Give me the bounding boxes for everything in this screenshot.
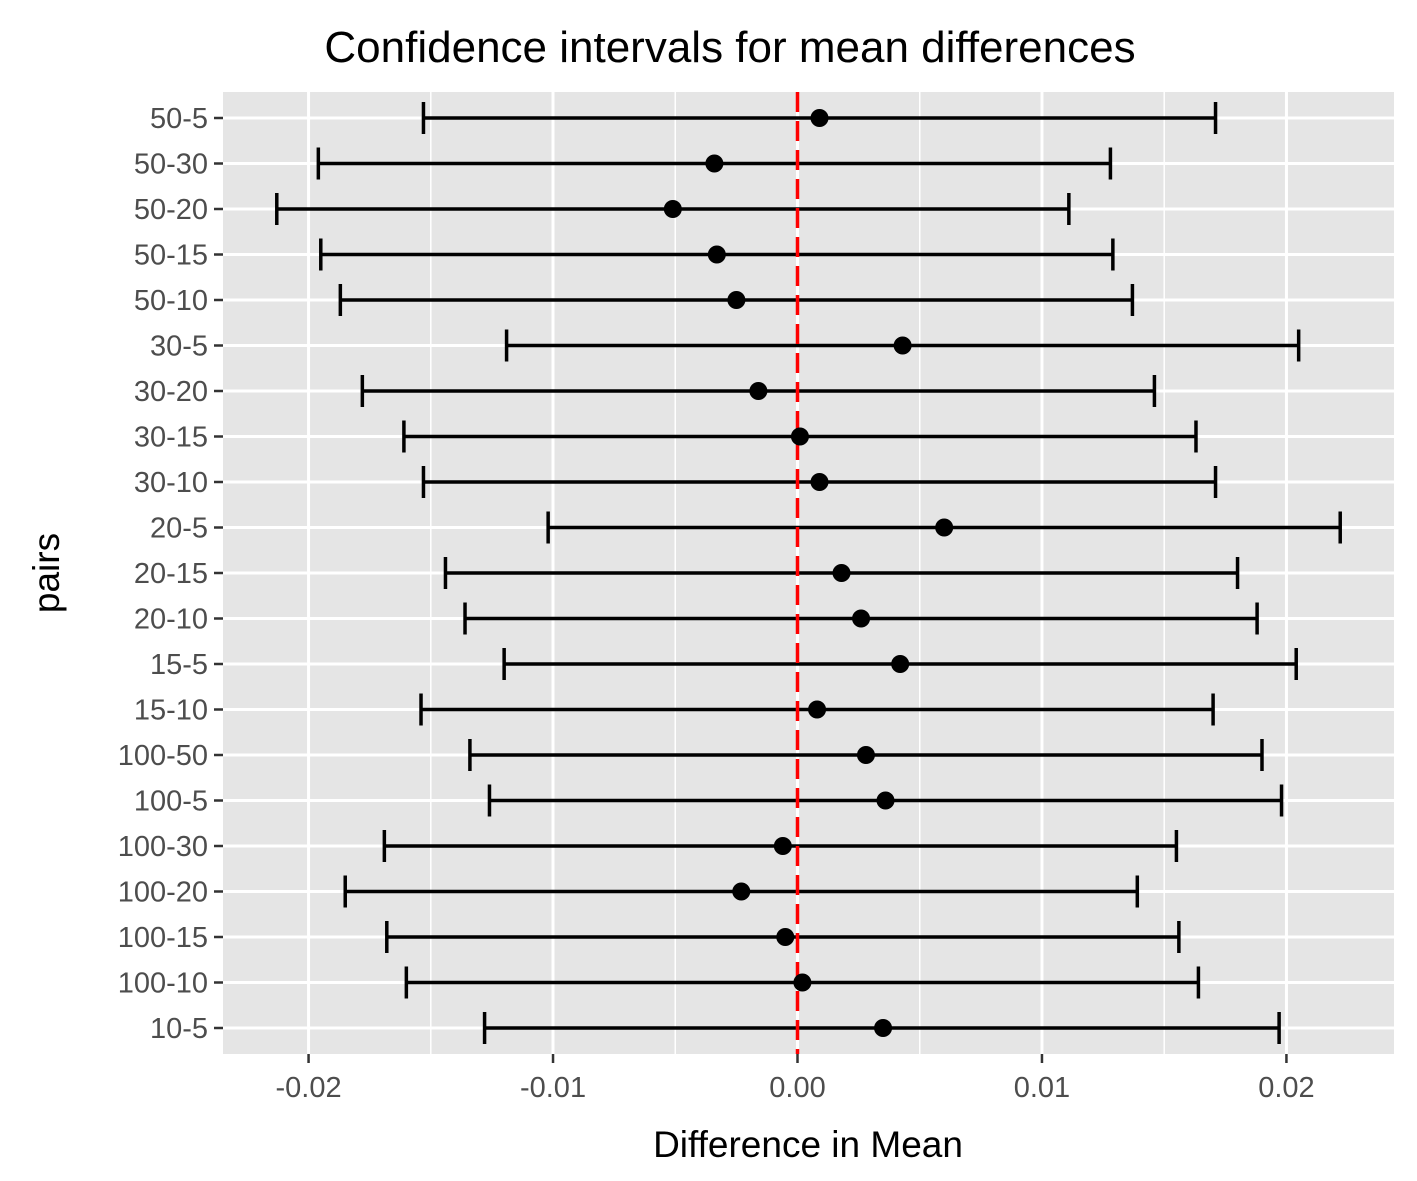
estimate-point <box>727 291 746 309</box>
x-tick-label: -0.01 <box>520 1072 586 1104</box>
y-tick-label: 50-30 <box>134 149 208 181</box>
y-tick-label: 50-5 <box>150 103 208 135</box>
y-tick-label: 20-10 <box>134 604 208 636</box>
estimate-point <box>808 700 827 719</box>
y-tick-label: 50-20 <box>134 194 208 226</box>
estimate-point <box>705 154 724 173</box>
y-tick-label: 20-15 <box>134 558 208 590</box>
estimate-point <box>793 973 812 992</box>
estimate-point <box>832 564 851 582</box>
estimate-point <box>776 928 795 946</box>
y-tick-label: 100-20 <box>118 877 208 909</box>
estimate-point <box>856 746 875 764</box>
estimate-point <box>773 837 792 855</box>
estimate-point <box>707 245 726 264</box>
x-tick-label: 0.00 <box>769 1072 825 1104</box>
y-tick-label: 50-15 <box>134 240 208 272</box>
estimate-point <box>732 882 751 901</box>
y-axis-title: pairs <box>26 533 67 613</box>
y-tick-label: 100-5 <box>134 786 208 818</box>
y-tick-label: 100-10 <box>118 968 208 1000</box>
x-axis-title: Difference in Mean <box>653 1124 963 1165</box>
y-tick-label: 10-5 <box>150 1013 208 1045</box>
y-tick-label: 20-5 <box>150 513 208 545</box>
estimate-point <box>935 518 954 537</box>
x-tick-label: 0.01 <box>1014 1072 1070 1104</box>
x-tick-label: 0.02 <box>1258 1072 1314 1104</box>
estimate-point <box>876 791 895 810</box>
chart-title: Confidence intervals for mean difference… <box>324 23 1135 72</box>
estimate-point <box>790 427 809 446</box>
estimate-point <box>891 655 910 673</box>
y-tick-label: 30-10 <box>134 467 208 499</box>
x-axis: -0.02 -0.01 0.00 0.01 0.02 <box>276 1054 1315 1104</box>
estimate-point <box>893 336 912 355</box>
y-tick-label: 50-10 <box>134 285 208 317</box>
y-tick-label: 100-15 <box>118 922 208 954</box>
estimate-point <box>810 473 829 491</box>
y-tick-label: 100-50 <box>118 740 208 772</box>
x-tick-label: -0.02 <box>276 1072 342 1104</box>
estimate-point <box>749 382 768 400</box>
y-tick-label: 30-15 <box>134 422 208 454</box>
y-tick-label: 30-20 <box>134 376 208 408</box>
y-axis: 50-5 50-30 50-20 50-15 50-10 30-5 30-20 30-15 30… <box>118 103 223 1045</box>
estimate-point <box>852 609 871 628</box>
y-tick-label: 15-5 <box>150 649 208 681</box>
estimate-point <box>810 109 829 127</box>
y-tick-label: 15-10 <box>134 695 208 727</box>
y-tick-label: 30-5 <box>150 331 208 363</box>
estimate-points <box>663 109 954 1037</box>
y-tick-label: 100-30 <box>118 831 208 863</box>
estimate-point <box>663 200 682 218</box>
estimate-point <box>874 1019 893 1037</box>
